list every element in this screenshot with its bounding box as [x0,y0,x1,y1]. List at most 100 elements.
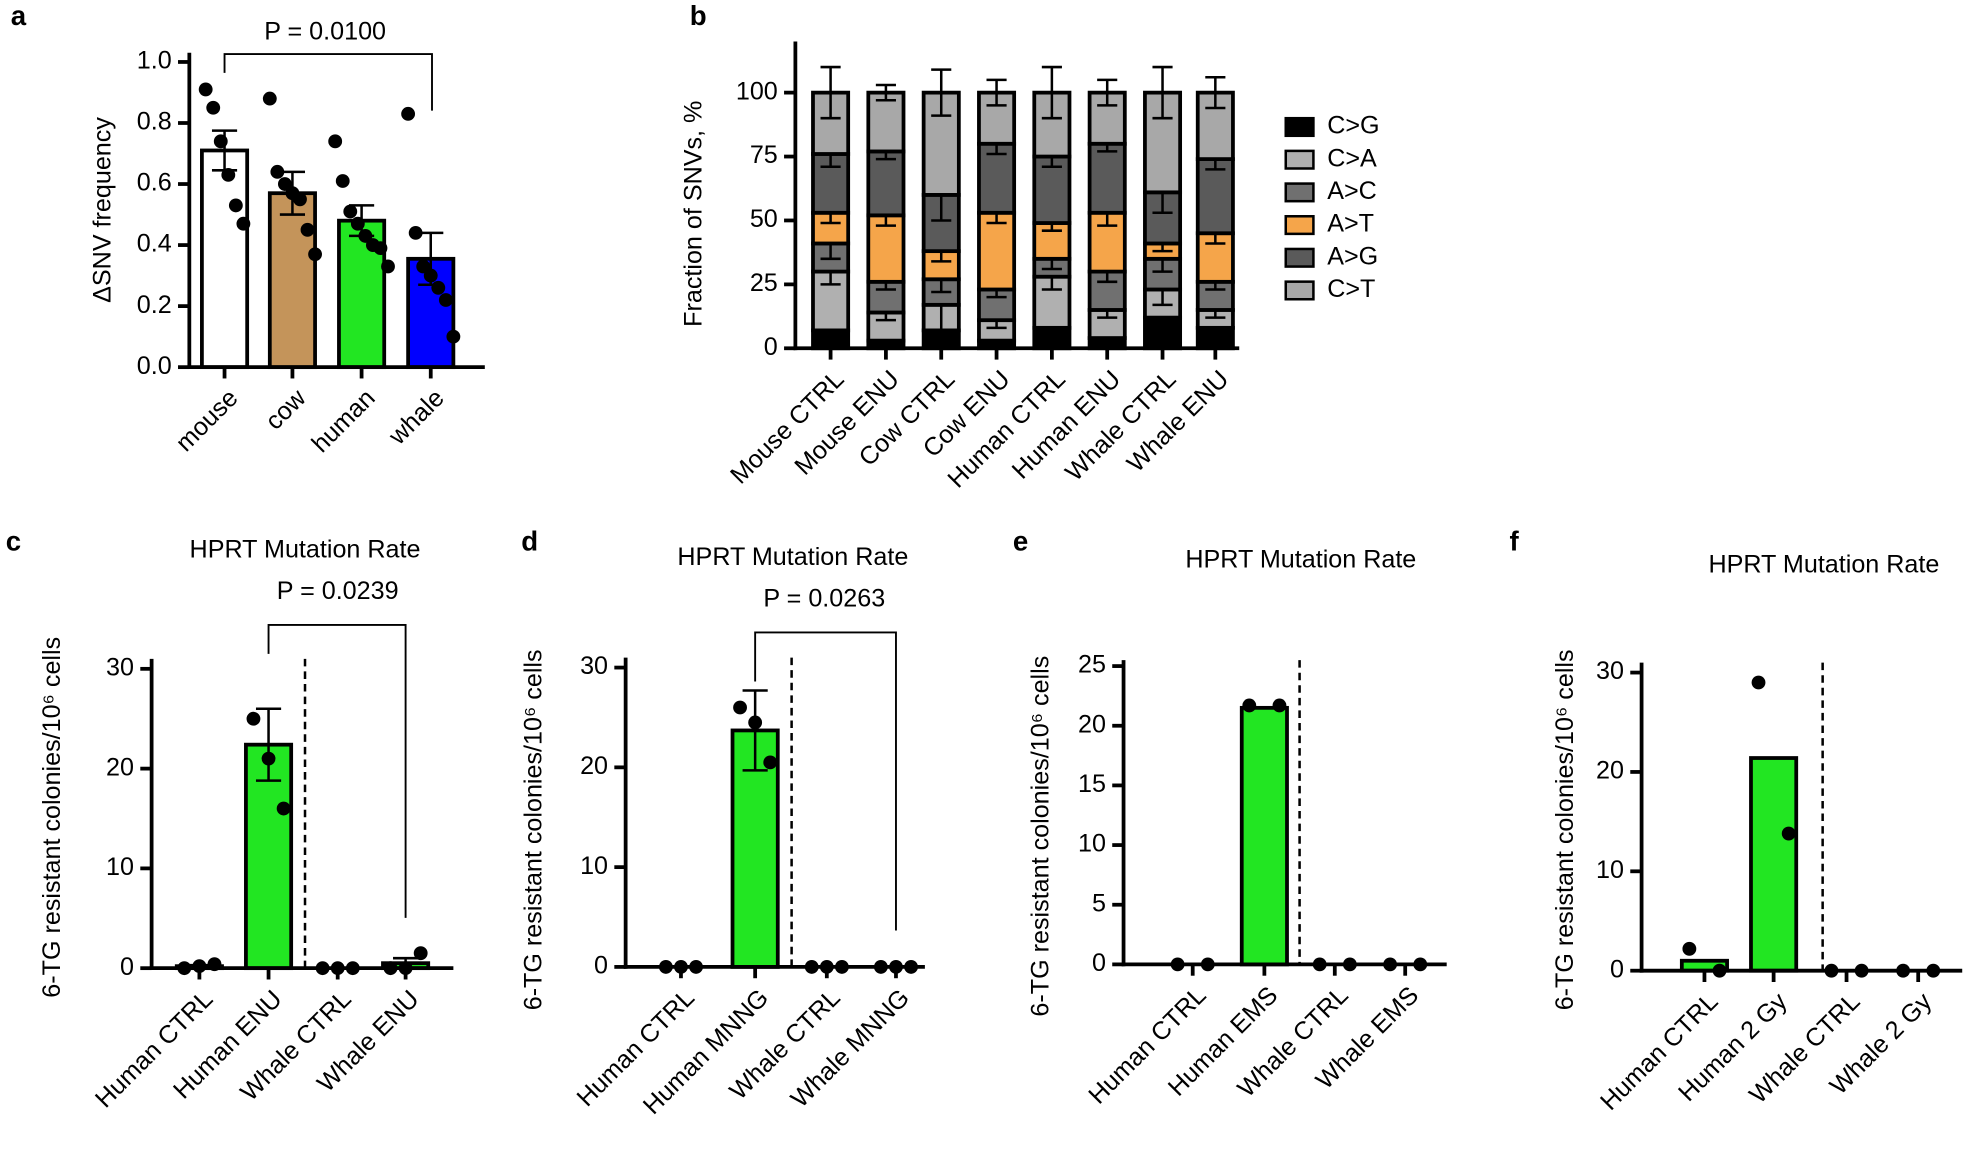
data-point [1751,675,1766,690]
bar-segment [866,90,906,154]
y-axis-label: 6-TG resistant colonies/10⁶ cells [1551,649,1579,1010]
data-point [277,177,292,191]
bar-segment [1195,90,1235,161]
panel-letter: a [11,0,27,31]
bar [1239,705,1289,967]
data-point [261,751,276,766]
y-axis-label: 6-TG resistant colonies/10⁶ cells [1026,656,1054,1017]
y-tick-label: 30 [106,653,134,681]
y-tick-label: 50 [750,205,778,233]
bar-segment [1087,141,1127,215]
data-point [221,167,236,182]
legend-swatch [1284,182,1315,203]
bar [1749,756,1799,973]
chart-title: HPRT Mutation Rate [1708,550,1939,578]
data-point [236,216,251,231]
y-tick-label: 0.2 [137,291,172,319]
error-bar [986,78,1007,107]
significance-bracket [754,631,897,931]
y-tick-label: 25 [1078,651,1106,679]
data-point [343,204,358,219]
y-tick-label: 0 [120,953,134,981]
bar [267,191,317,370]
panel-letter: d [521,525,538,556]
chart-title: HPRT Mutation Rate [1185,545,1416,573]
x-tick-label: human [306,384,380,458]
data-point [413,946,428,961]
data-point [748,715,763,730]
data-point [228,198,243,213]
legend-swatch [1284,247,1315,268]
data-point [358,229,373,243]
y-tick-label: 5 [1092,889,1106,917]
legend-swatch [1284,116,1315,138]
y-tick-label: 10 [580,852,608,880]
x-tick-label: mouse [170,384,243,457]
p-value: P = 0.0239 [277,577,399,605]
data-point [262,91,277,106]
error-bar [820,65,841,120]
y-axis-label: 6-TG resistant colonies/10⁶ cells [38,637,66,998]
data-point [213,134,228,149]
y-tick-label: 0.4 [137,230,172,258]
legend-label: A>C [1327,177,1377,205]
x-tick-label: whale [383,384,450,451]
data-point [328,134,343,149]
data-point [206,100,221,115]
data-point [192,959,207,974]
p-value: P = 0.0100 [264,17,386,45]
y-tick-label: 10 [1596,856,1624,884]
y-tick-label: 30 [580,652,608,680]
legend-swatch [1284,149,1315,170]
data-point [381,259,395,274]
data-point [1781,826,1796,841]
bar-segment [866,149,906,218]
data-point [246,711,261,726]
x-tick-label: cow [260,383,312,435]
data-point [308,247,322,262]
panel-letter: f [1510,525,1520,556]
y-tick-label: 0 [1610,955,1624,983]
bar-segment [977,210,1017,292]
y-axis-label: Fraction of SNVs, % [679,101,707,327]
data-point [276,801,291,816]
data-point [350,216,365,231]
data-point [270,164,285,179]
bar [200,148,250,370]
panel-letter: c [6,525,21,556]
p-value: P = 0.0263 [763,584,885,612]
chart-title: HPRT Mutation Rate [190,535,421,563]
y-tick-label: 0 [764,333,778,361]
data-point [401,106,416,121]
bar-segment [811,269,851,333]
data-point [431,280,446,295]
error-bar [1097,78,1118,107]
data-point [1272,698,1287,713]
error-bar [742,689,768,772]
y-tick-label: 75 [750,141,778,169]
data-point [335,174,350,188]
legend-label: A>T [1327,210,1374,238]
bar-segment [1195,231,1235,284]
y-tick-label: 15 [1078,770,1106,798]
error-bar [875,83,896,102]
panel-letter: b [690,0,707,31]
data-point [416,259,431,274]
y-tick-label: 0.6 [137,169,172,197]
error-bar [1041,65,1062,120]
y-tick-label: 20 [106,753,134,781]
y-tick-label: 20 [580,752,608,780]
data-point [733,700,747,715]
error-bar [1205,76,1226,110]
error-bar [255,707,282,782]
legend-label: C>A [1327,144,1377,172]
data-point [446,329,461,344]
chart-title: HPRT Mutation Rate [677,543,908,571]
data-point [293,192,307,207]
error-bar [1152,65,1173,120]
y-axis-label: ΔSNV frequency [88,117,116,303]
legend-label: C>T [1327,275,1375,303]
legend-swatch [1284,280,1315,301]
